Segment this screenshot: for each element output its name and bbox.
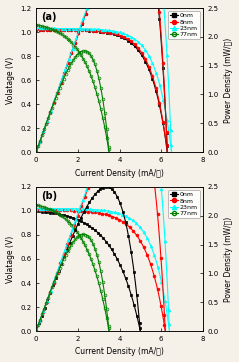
Legend: 0nm, 8nm, 23nm, 77nm: 0nm, 8nm, 23nm, 77nm [168,11,200,39]
Legend: 0nm, 8nm, 23nm, 77nm: 0nm, 8nm, 23nm, 77nm [168,190,200,218]
Y-axis label: Power Density (mW/㎠): Power Density (mW/㎠) [224,37,234,123]
X-axis label: Current Density (mA/㎠): Current Density (mA/㎠) [75,348,164,357]
Y-axis label: Volatage (V): Volatage (V) [5,56,15,104]
Y-axis label: Volatage (V): Volatage (V) [5,235,15,283]
Text: (a): (a) [41,12,57,22]
Text: (b): (b) [41,191,57,201]
X-axis label: Current Density (mA/㎠): Current Density (mA/㎠) [75,169,164,177]
Y-axis label: Power Density (mW/㎠): Power Density (mW/㎠) [224,216,234,302]
